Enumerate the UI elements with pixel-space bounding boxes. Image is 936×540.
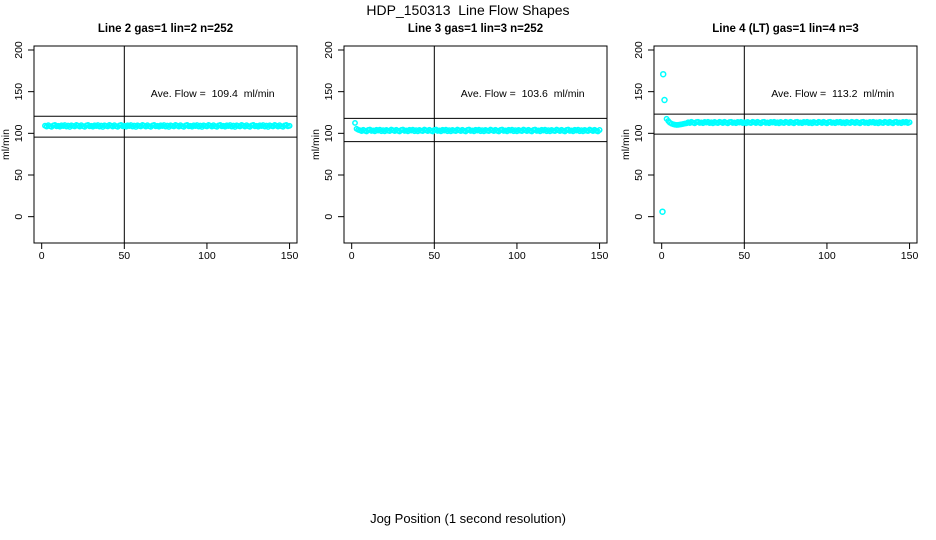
y-tick-label: 200 [323,41,335,59]
panel-2: 0 50 100 150 0 50 100 150 200 ml/min Line 3 gas=1 … [310,23,608,262]
plot-box [653,45,918,244]
data-points [352,119,603,135]
data-point [596,127,603,133]
y-tick-label: 0 [633,214,645,220]
x-tick-label: 150 [591,250,609,262]
y-tick-label: 100 [323,124,335,142]
figure-title: HDP_150313 Line Flow Shapes [366,2,570,18]
ave-flow-annotation: Ave. Flow = 113.2 ml/min [771,88,894,100]
y-tick-label: 50 [633,169,645,181]
x-tick-label: 150 [281,250,299,262]
x-tick-label: 0 [349,250,355,262]
plot-box [343,45,608,244]
y-axis-label: ml/min [0,129,12,160]
data-points [42,121,293,130]
y-tick-label: 0 [323,214,335,220]
data-point [286,122,293,129]
data-point [659,208,666,215]
ave-flow-annotation: Ave. Flow = 103.6 ml/min [461,88,585,100]
data-point [661,96,668,104]
x-axis-label: Jog Position (1 second resolution) [370,511,566,526]
data-point [906,119,913,126]
data-points [659,70,913,215]
x-tick-label: 100 [818,250,836,262]
panel-title: Line 4 (LT) gas=1 lin=4 n=3 [712,23,858,35]
y-tick-label: 200 [633,41,645,59]
y-tick-label: 100 [633,124,645,142]
x-tick-label: 150 [901,250,919,262]
y-tick-label: 50 [13,169,25,181]
x-tick-label: 100 [198,250,216,262]
x-tick-label: 100 [508,250,526,262]
y-tick-label: 100 [13,124,25,142]
panel-1: 0 50 100 150 0 50 100 150 200 ml/min Line 2 gas=1 … [0,23,298,262]
ave-flow-annotation: Ave. Flow = 109.4 ml/min [151,88,275,100]
y-axis-label: ml/min [310,129,322,160]
y-tick-label: 0 [13,214,25,220]
plot-box [33,45,298,244]
x-tick-label: 0 [39,250,45,262]
y-axis-label: ml/min [620,129,632,160]
y-tick-label: 150 [633,83,645,101]
y-tick-label: 200 [13,41,25,59]
x-tick-label: 50 [428,250,440,262]
x-tick-label: 0 [659,250,665,262]
x-tick-label: 50 [738,250,750,262]
data-point [352,119,358,126]
y-tick-label: 50 [323,169,335,181]
panel-title: Line 3 gas=1 lin=3 n=252 [408,23,543,35]
y-tick-label: 150 [323,83,335,101]
panel-3: 0 50 100 150 0 50 100 150 200 ml/min Line 4 (LT) g… [620,23,918,262]
panel-title: Line 2 gas=1 lin=2 n=252 [98,23,233,35]
data-point [659,70,667,78]
x-tick-label: 50 [118,250,130,262]
y-tick-label: 150 [13,83,25,101]
